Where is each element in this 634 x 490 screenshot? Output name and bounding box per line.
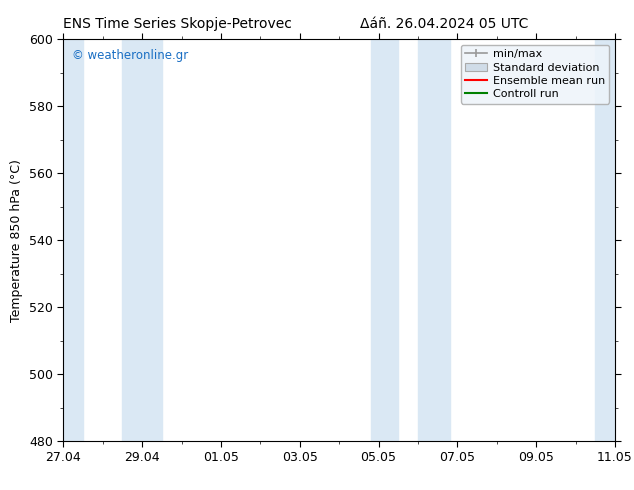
Text: © weatheronline.gr: © weatheronline.gr	[72, 49, 188, 62]
Y-axis label: Temperature 850 hPa (°C): Temperature 850 hPa (°C)	[10, 159, 23, 321]
Bar	[418, 39, 450, 441]
Bar	[371, 39, 398, 441]
Bar	[63, 39, 83, 441]
Text: Δáñ. 26.04.2024 05 UTC: Δáñ. 26.04.2024 05 UTC	[359, 17, 528, 31]
Bar	[122, 39, 162, 441]
Legend: min/max, Standard deviation, Ensemble mean run, Controll run: min/max, Standard deviation, Ensemble me…	[460, 45, 609, 104]
Bar	[595, 39, 615, 441]
Text: ENS Time Series Skopje-Petrovec: ENS Time Series Skopje-Petrovec	[63, 17, 292, 31]
